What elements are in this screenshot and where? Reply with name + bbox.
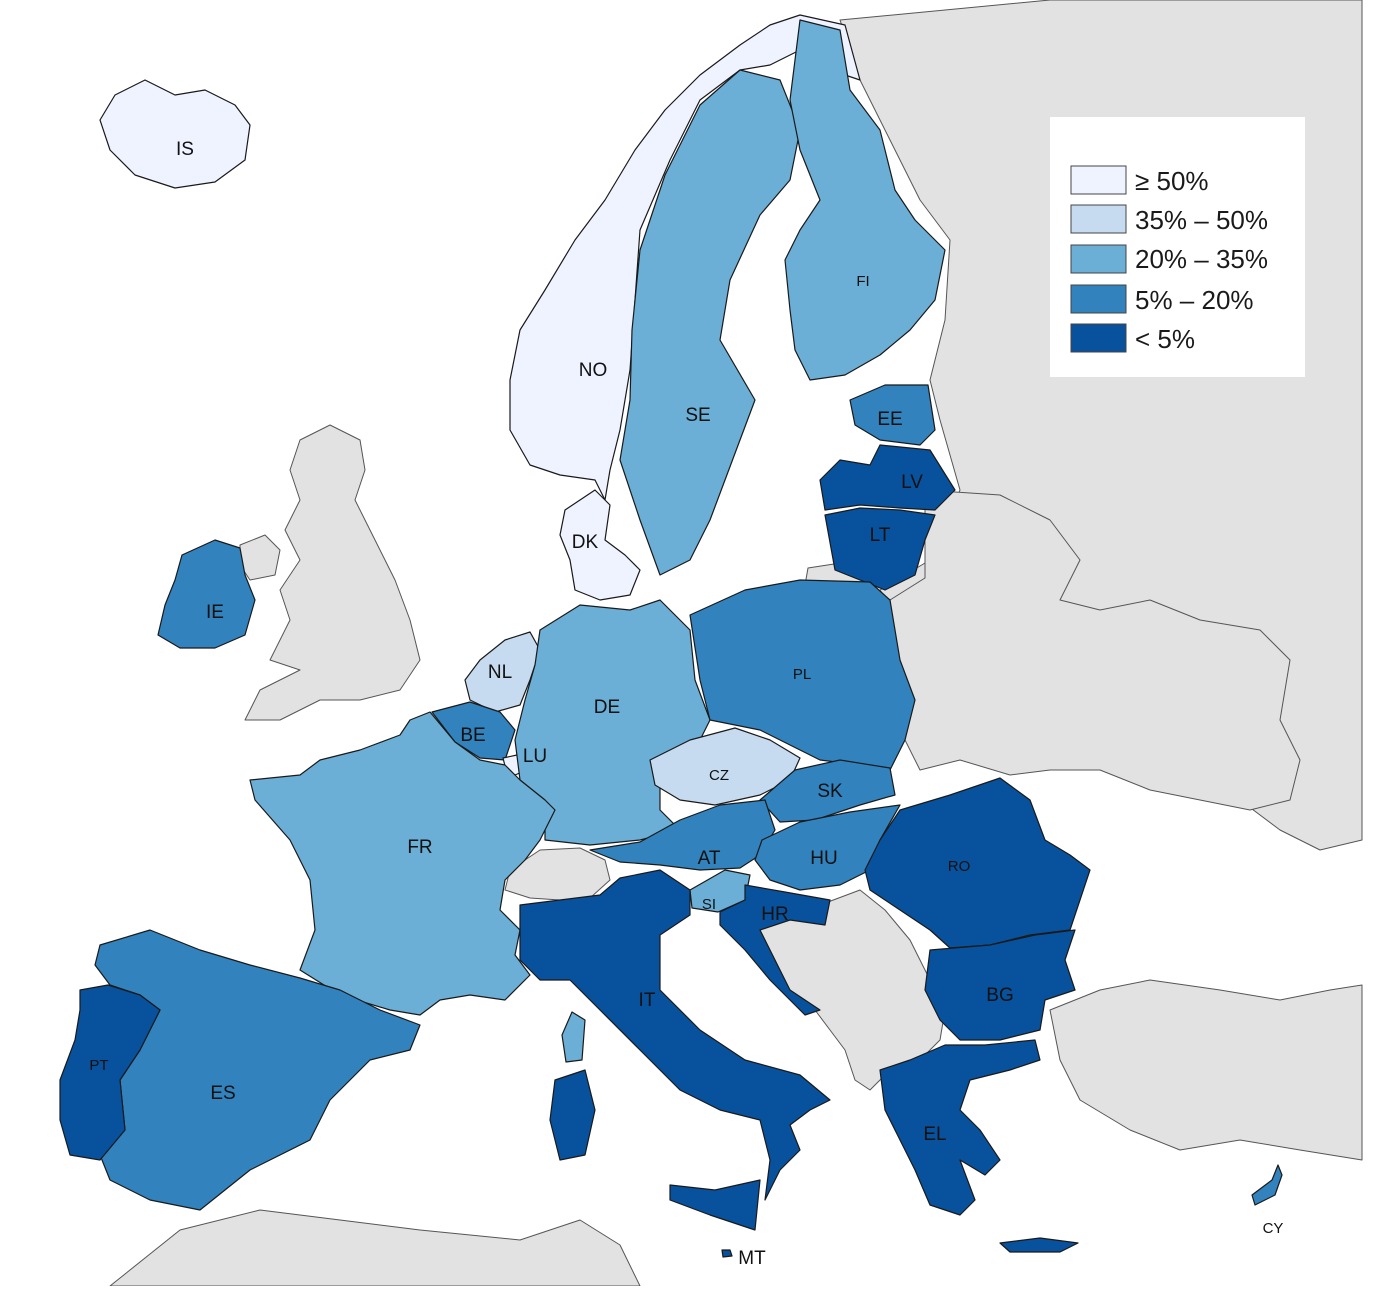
- country-lv-area[interactable]: [819, 444, 956, 511]
- legend-swatch: [1070, 204, 1127, 234]
- legend-swatch: [1070, 165, 1127, 195]
- country-ie-area[interactable]: [157, 539, 256, 649]
- country-label-mt: MT: [738, 1248, 766, 1269]
- country-label-hr: HR: [761, 904, 788, 925]
- country-cy-area[interactable]: [1251, 1164, 1283, 1206]
- legend-swatch: [1070, 323, 1127, 353]
- country-label-bg: BG: [986, 985, 1013, 1006]
- country-se-area[interactable]: [619, 69, 801, 576]
- country-it-area[interactable]: [519, 869, 831, 1201]
- country-label-el: EL: [923, 1124, 946, 1145]
- country-label-de: DE: [594, 697, 620, 718]
- member-countries: [59, 14, 1283, 1258]
- country-label-dk: DK: [572, 532, 599, 553]
- country-label-sk: SK: [817, 781, 843, 802]
- legend-label: 35% – 50%: [1135, 205, 1268, 235]
- country-label-ie: IE: [206, 602, 224, 623]
- country-it-sardinia[interactable]: [549, 1069, 596, 1161]
- country-label-nl: NL: [488, 662, 512, 683]
- legend-label: 5% – 20%: [1135, 285, 1254, 315]
- country-label-fi: FI: [856, 273, 869, 290]
- country-label-si: SI: [702, 896, 716, 913]
- legend-label: ≥ 50%: [1135, 166, 1209, 196]
- country-label-pt: PT: [89, 1057, 108, 1074]
- country-is-area[interactable]: [99, 79, 251, 189]
- country-label-lu: LU: [523, 746, 547, 767]
- country-lt-area[interactable]: [824, 507, 936, 591]
- country-label-be: BE: [460, 725, 485, 746]
- country-ro-area[interactable]: [864, 777, 1091, 949]
- legend-item: ≥ 50%: [1070, 165, 1209, 196]
- country-hr-area[interactable]: [719, 884, 831, 1016]
- country-label-se: SE: [685, 405, 710, 426]
- country-label-no: NO: [579, 360, 608, 381]
- north-africa: [109, 1209, 641, 1287]
- country-label-cz: CZ: [709, 767, 729, 784]
- country-label-ro: RO: [948, 858, 971, 875]
- country-label-at: AT: [698, 848, 721, 869]
- legend-item: 20% – 35%: [1070, 244, 1268, 274]
- legend-swatch: [1070, 284, 1127, 314]
- legend-item: 35% – 50%: [1070, 204, 1268, 235]
- country-label-cy: CY: [1263, 1220, 1284, 1237]
- country-fi-area[interactable]: [784, 19, 946, 381]
- country-it-sicily[interactable]: [669, 1179, 761, 1231]
- legend-label: < 5%: [1135, 324, 1195, 354]
- country-pt-area[interactable]: [59, 984, 161, 1161]
- legend-item: 5% – 20%: [1070, 284, 1254, 315]
- country-label-is: IS: [176, 139, 194, 160]
- country-label-ee: EE: [877, 409, 902, 430]
- country-el-area[interactable]: [879, 1039, 1041, 1216]
- country-no-area[interactable]: [509, 14, 861, 501]
- legend-item: < 5%: [1070, 323, 1195, 354]
- country-nl-area[interactable]: [464, 631, 541, 713]
- country-label-lt: LT: [870, 525, 891, 546]
- country-label-es: ES: [210, 1083, 235, 1104]
- country-label-fr: FR: [407, 837, 432, 858]
- country-labels: IS NO SE FI DK EE LV LT IE NL BE LU DE P…: [89, 139, 1283, 1269]
- country-dk-area[interactable]: [559, 489, 641, 601]
- turkey-region: [1049, 979, 1363, 1161]
- country-pl-area[interactable]: [689, 579, 916, 771]
- country-fr-area[interactable]: [249, 711, 556, 1016]
- country-mt-area[interactable]: [721, 1249, 733, 1258]
- country-label-pl: PL: [793, 666, 811, 683]
- legend-label: 20% – 35%: [1135, 244, 1268, 274]
- country-de-area[interactable]: [514, 599, 711, 846]
- legend-swatch: [1070, 244, 1127, 274]
- country-label-lv: LV: [901, 472, 923, 493]
- country-ee-area[interactable]: [849, 384, 936, 446]
- legend: ≥ 50% 35% – 50% 20% – 35% 5% – 20% < 5%: [1050, 117, 1305, 377]
- country-label-it: IT: [639, 990, 656, 1011]
- great-britain: [244, 424, 421, 721]
- country-label-hu: HU: [810, 848, 837, 869]
- country-bg-area[interactable]: [924, 929, 1076, 1041]
- country-sk-area[interactable]: [759, 759, 896, 823]
- country-el-crete[interactable]: [999, 1237, 1079, 1253]
- switzerland: [504, 847, 611, 901]
- country-fr-corsica[interactable]: [561, 1011, 586, 1063]
